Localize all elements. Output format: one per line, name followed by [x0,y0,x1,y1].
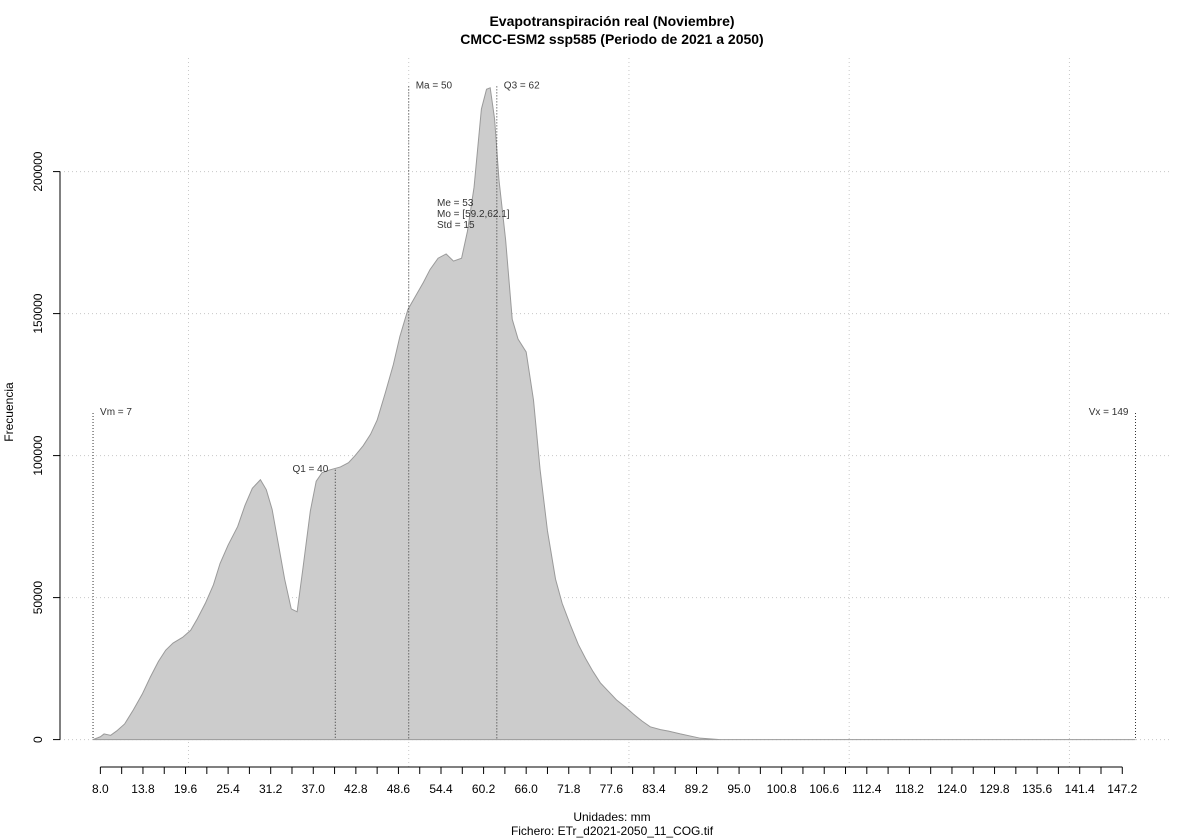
stat-label: Q1 = 40 [292,464,328,475]
x-tick-label: 141.4 [1065,782,1095,796]
x-tick-label: 66.0 [514,782,538,796]
x-tick-label: 89.2 [685,782,709,796]
stat-label: Ma = 50 [416,80,453,91]
y-tick-label: 150000 [31,293,45,333]
stat-text: Me = 53 [437,198,474,209]
x-tick-label: 25.4 [216,782,240,796]
x-tick-label: 106.6 [809,782,839,796]
stat-label: Q3 = 62 [504,80,540,91]
y-tick-label: 100000 [31,435,45,475]
x-tick-label: 77.6 [600,782,624,796]
stat-text: Mo = [59.2,62.1] [437,209,510,220]
x-tick-label: 37.0 [302,782,326,796]
y-tick-label: 50000 [31,581,45,615]
chart-subtitle: CMCC-ESM2 ssp585 (Periodo de 2021 a 2050… [460,31,763,47]
y-tick-label: 0 [31,736,45,743]
x-tick-label: 60.2 [472,782,496,796]
x-tick-label: 31.2 [259,782,283,796]
x-tick-label: 71.8 [557,782,581,796]
x-tick-label: 42.8 [344,782,368,796]
x-tick-label: 147.2 [1107,782,1137,796]
x-axis-label: Unidades: mm [573,810,650,824]
x-tick-label: 124.0 [937,782,967,796]
x-tick-label: 8.0 [92,782,109,796]
x-tick-label: 48.6 [387,782,411,796]
x-tick-label: 83.4 [642,782,666,796]
x-tick-label: 19.6 [174,782,198,796]
x-tick-label: 112.4 [852,782,881,796]
stat-label: Vx = 149 [1089,407,1129,418]
x-tick-label: 54.4 [429,782,453,796]
caption: Fichero: ETr_d2021-2050_11_COG.tif [511,824,714,838]
x-tick-label: 129.8 [980,782,1010,796]
y-tick-label: 200000 [31,151,45,191]
chart-title: Evapotranspiración real (Noviembre) [489,13,734,29]
x-tick-label: 100.8 [767,782,797,796]
area [92,87,1136,741]
y-axis-label: Frecuencia [2,382,16,442]
stat-label: Vm = 7 [100,407,132,418]
x-tick-label: 118.2 [895,782,924,796]
x-tick-label: 13.8 [131,782,155,796]
stat-text: Std = 15 [437,220,475,231]
x-tick-label: 135.6 [1022,782,1052,796]
x-tick-label: 95.0 [727,782,751,796]
